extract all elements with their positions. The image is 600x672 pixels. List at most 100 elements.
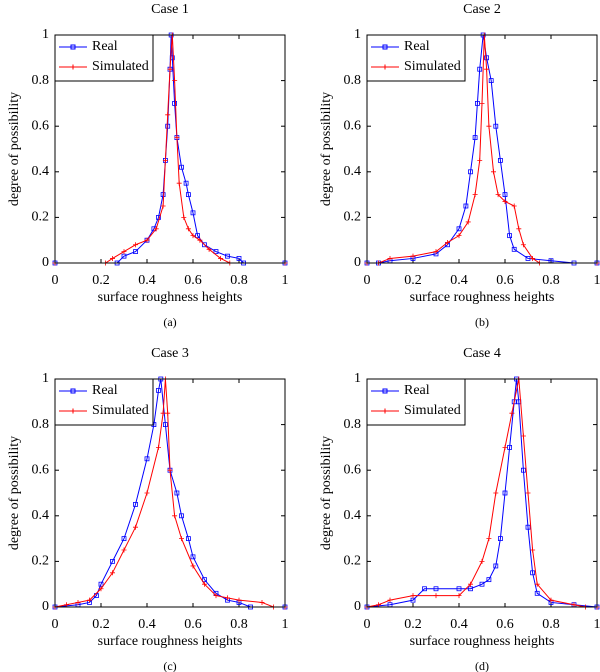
marker [172, 78, 178, 84]
marker [174, 490, 180, 496]
marker [497, 157, 503, 163]
legend-label: Real [92, 39, 118, 54]
chart-panel: Case 4 surface roughness heights (d) degree… [319, 346, 600, 672]
legend-marker [382, 408, 388, 414]
marker [456, 586, 462, 592]
marker [530, 547, 536, 553]
marker [534, 581, 540, 587]
marker [167, 467, 173, 473]
marker [185, 536, 191, 541]
marker [422, 586, 427, 592]
y-tick-label: 0.6 [32, 462, 50, 477]
marker [181, 214, 187, 220]
marker [502, 444, 508, 450]
legend-marker [70, 64, 76, 70]
x-tick-label: 0.6 [496, 617, 514, 632]
marker [121, 536, 127, 541]
legend: Real Simulated [54, 378, 154, 426]
chart-panel: Case 3 surface roughness heights (c) degree… [7, 346, 288, 672]
marker [433, 249, 439, 255]
legend-label: Real [92, 383, 118, 398]
marker [525, 256, 531, 261]
plot-frame [366, 34, 598, 264]
marker [548, 597, 554, 603]
marker [165, 112, 171, 118]
x-tick-label: 1 [282, 273, 289, 288]
x-tick-label: 0.4 [138, 617, 156, 632]
marker [511, 246, 517, 252]
marker [493, 123, 499, 129]
y-axis-label: degree of possibility [7, 92, 22, 206]
marker [133, 524, 138, 530]
marker [410, 593, 416, 599]
marker [144, 456, 150, 462]
marker [477, 157, 483, 163]
marker [502, 490, 508, 496]
marker [525, 490, 531, 496]
x-tick-label: 0.8 [542, 273, 560, 288]
marker [202, 581, 207, 587]
marker [387, 255, 393, 261]
marker [156, 387, 161, 393]
marker [133, 501, 138, 507]
y-tick-label: 0.4 [344, 508, 362, 523]
marker [525, 524, 531, 530]
legend-label: Simulated [404, 403, 461, 418]
marker [511, 203, 517, 209]
marker [468, 586, 473, 592]
x-tick-label: 0 [52, 617, 59, 632]
marker [486, 123, 492, 129]
marker [165, 410, 171, 416]
x-tick-label: 0 [52, 273, 59, 288]
x-tick-label: 0.2 [92, 617, 110, 632]
marker [477, 66, 483, 72]
x-tick-label: 1 [594, 617, 600, 632]
marker [410, 253, 416, 259]
marker [530, 570, 535, 576]
marker [530, 255, 536, 261]
chart-title: Case 2 [463, 2, 501, 17]
marker [474, 101, 480, 106]
x-axis-label: surface roughness heights [98, 290, 243, 305]
marker [387, 597, 393, 603]
x-tick-label: 0 [364, 617, 371, 632]
marker [472, 192, 478, 198]
marker [509, 410, 515, 416]
marker [495, 192, 501, 198]
x-tick-label: 0.8 [542, 617, 560, 632]
marker [179, 164, 184, 170]
marker [121, 253, 127, 259]
legend-box [54, 378, 154, 426]
marker [183, 180, 189, 186]
marker [236, 597, 242, 603]
marker [64, 602, 69, 608]
marker [190, 563, 196, 569]
y-tick-label: 0.8 [344, 417, 362, 432]
marker [225, 595, 230, 601]
legend-label: Real [404, 39, 430, 54]
legend-label: Simulated [92, 59, 149, 74]
legend-box [366, 378, 466, 426]
marker [172, 513, 178, 519]
marker [493, 563, 499, 569]
marker [179, 513, 184, 519]
y-tick-label: 1 [354, 371, 361, 386]
marker [213, 249, 219, 255]
marker [497, 536, 503, 541]
marker [456, 233, 462, 239]
y-tick-label: 0 [354, 255, 361, 270]
y-tick-label: 0 [42, 255, 49, 270]
y-tick-label: 1 [354, 27, 361, 42]
x-axis-label: surface roughness heights [410, 634, 555, 649]
caption: (c) [163, 659, 176, 672]
marker [463, 203, 469, 209]
marker [456, 593, 462, 599]
marker [195, 233, 201, 239]
y-axis-label: degree of possibility [7, 436, 22, 550]
marker [491, 169, 496, 175]
marker [190, 210, 196, 216]
marker [486, 536, 492, 542]
legend: Real Simulated [366, 34, 466, 82]
marker [176, 180, 182, 186]
marker [410, 597, 416, 603]
